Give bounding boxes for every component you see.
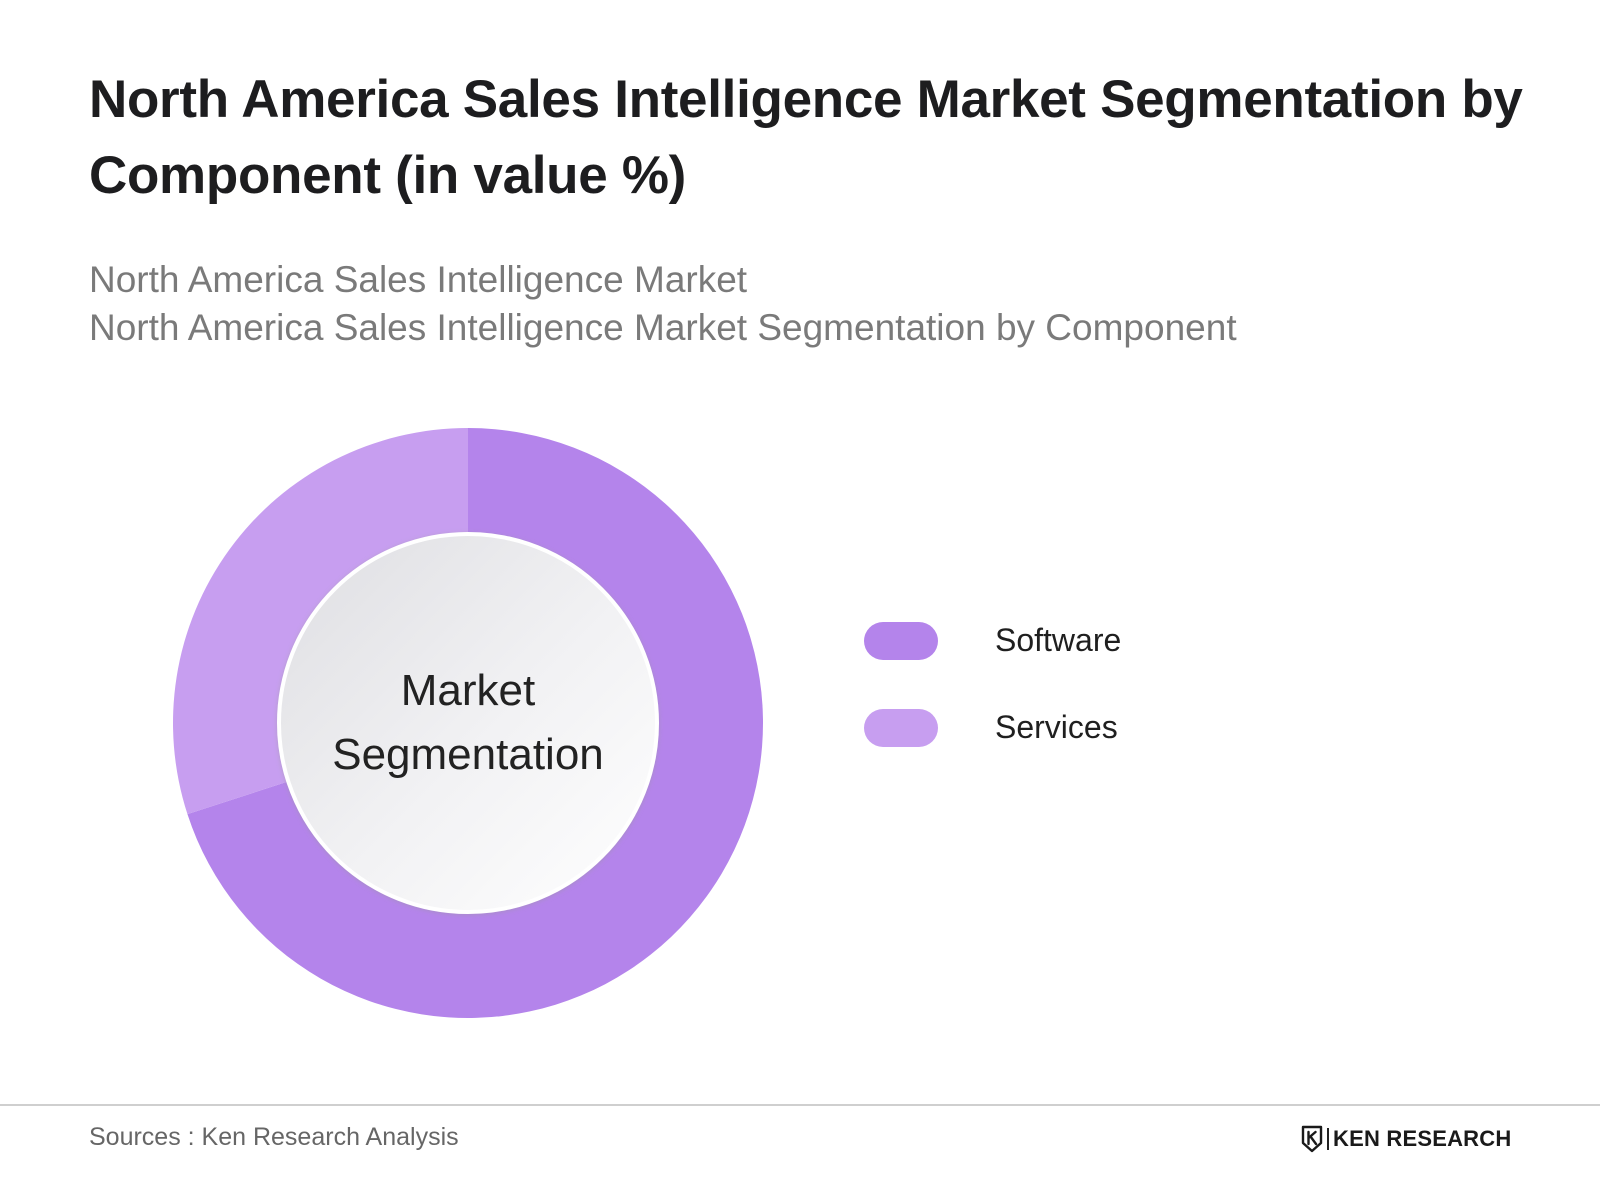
legend-swatch-services [864, 709, 938, 747]
donut-slice-services [172, 428, 468, 815]
subtitle-line-1: North America Sales Intelligence Market [89, 259, 748, 300]
center-label-line-2: Segmentation [332, 730, 604, 779]
ken-research-logo-icon [1301, 1125, 1323, 1153]
brand-separator [1327, 1128, 1329, 1150]
subtitle-line-2: North America Sales Intelligence Market … [89, 307, 1237, 348]
legend-label-software: Software [995, 622, 1122, 658]
center-label-line-1: Market [400, 666, 536, 715]
footer-divider [0, 1104, 1600, 1106]
legend-label-services: Services [995, 709, 1118, 745]
legend-swatch-software [864, 622, 938, 660]
donut-center-label: Market Segmentation [283, 538, 653, 908]
chart-title: North America Sales Intelligence Market … [89, 70, 1523, 205]
brand-name: KEN RESEARCH [1333, 1126, 1512, 1151]
brand-logo: KEN RESEARCH [1301, 1124, 1511, 1154]
donut-slice-software [187, 428, 763, 1018]
donut-center-disc [277, 532, 659, 914]
donut-slices [172, 428, 763, 1018]
sources-note: Sources : Ken Research Analysis [89, 1123, 459, 1151]
chart-subtitle: North America Sales Intelligence Market … [89, 256, 1489, 352]
